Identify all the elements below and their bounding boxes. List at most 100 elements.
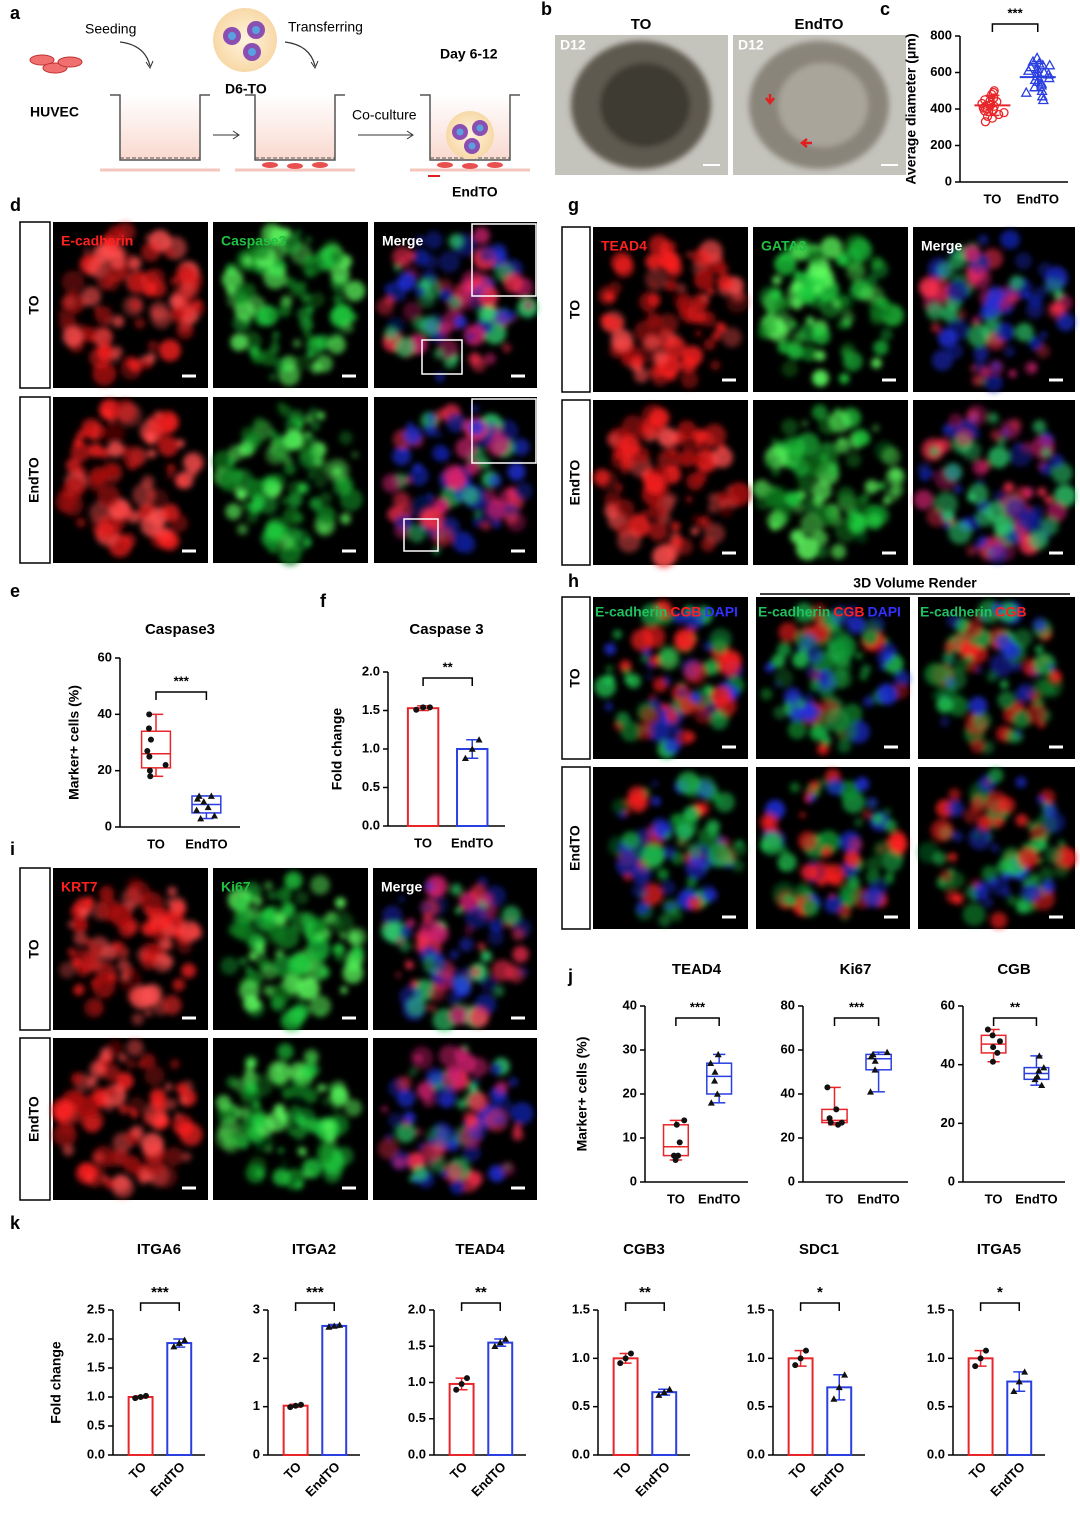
tissue-blob <box>89 466 109 486</box>
tissue-blob <box>612 629 623 639</box>
tissue-blob <box>967 662 979 673</box>
data-point <box>666 1385 674 1393</box>
data-point <box>336 1321 344 1328</box>
panel-label: c <box>880 0 890 19</box>
tissue-blob <box>305 976 315 986</box>
tissue-blob <box>316 1146 334 1163</box>
tissue-blob <box>52 1122 77 1147</box>
y-tick-label: 40 <box>98 706 112 721</box>
tissue-blob <box>643 335 660 351</box>
bar <box>127 1396 154 1456</box>
y-tick-label: 1.5 <box>572 1301 590 1316</box>
tissue-blob <box>396 502 412 519</box>
tissue-blob <box>464 905 489 929</box>
tissue-blob <box>253 1101 261 1109</box>
tissue-blob <box>704 523 725 544</box>
tissue-blob <box>158 435 179 457</box>
tissue-blob <box>438 322 452 336</box>
tissue <box>918 229 1075 393</box>
chart-title: Caspase 3 <box>409 621 483 638</box>
tissue-blob <box>648 501 667 521</box>
tissue-blob <box>992 816 1005 828</box>
tissue-blob <box>89 943 103 958</box>
significance-bracket <box>992 1017 1038 1026</box>
micrograph <box>752 400 908 565</box>
tissue-blob <box>297 977 320 1000</box>
tissue-blob <box>939 869 952 882</box>
tissue-blob <box>647 719 671 743</box>
tissue-blob <box>965 886 977 898</box>
tissue-blob <box>799 322 820 343</box>
data-point <box>835 1383 843 1391</box>
x-tick-label: TO <box>786 1459 809 1482</box>
tissue-blob <box>603 674 615 686</box>
y-tick-label: 0.0 <box>362 817 380 832</box>
channel-label: Merge <box>921 238 962 254</box>
tissue-blob <box>290 282 305 297</box>
tissue-blob <box>392 246 414 268</box>
tissue-blob <box>996 860 1011 875</box>
tissue-blob <box>785 491 801 508</box>
tissue-blob <box>382 473 402 493</box>
tissue-blob <box>789 782 801 793</box>
tissue-blob <box>787 720 807 740</box>
tissue-blob <box>299 317 313 331</box>
tissue-blob <box>290 911 313 933</box>
tissue-blob <box>699 268 707 276</box>
tissue-blob <box>83 937 93 947</box>
significance: ** <box>1010 999 1021 1014</box>
tissue-blob <box>682 345 703 367</box>
tissue-blob <box>412 1165 428 1181</box>
tissue-blob <box>1027 873 1041 887</box>
tissue-blob <box>454 1046 469 1062</box>
y-tick-label: 2.0 <box>87 1330 105 1345</box>
tissue-blob <box>664 903 672 911</box>
tissue-blob <box>294 1107 316 1129</box>
channel-label: CGB <box>670 604 701 620</box>
tissue-blob <box>232 288 250 305</box>
tissue-blob <box>335 897 346 909</box>
micrograph <box>213 1038 368 1200</box>
tissue-blob <box>419 315 440 337</box>
tissue-blob <box>854 817 863 827</box>
tissue-blob <box>997 691 1016 710</box>
micrograph <box>213 868 368 1032</box>
tissue-blob <box>283 463 296 476</box>
tissue-blob <box>111 1175 135 1199</box>
tissue-blob <box>218 468 242 492</box>
tissue-blob <box>608 281 622 295</box>
tissue-blob <box>785 334 804 352</box>
y-tick-label: 3 <box>253 1301 260 1316</box>
tissue-blob <box>414 1054 423 1063</box>
tissue-blob <box>1015 730 1022 738</box>
bar <box>406 707 440 827</box>
tissue-blob <box>452 531 474 553</box>
tissue-blob <box>813 603 827 617</box>
tissue-blob <box>673 611 686 624</box>
tissue-blob <box>125 965 135 976</box>
tissue-blob <box>811 721 830 739</box>
tissue-blob <box>947 871 965 889</box>
tissue-blob <box>435 372 445 383</box>
tissue-blob <box>327 335 346 355</box>
tissue <box>382 403 533 555</box>
data-point <box>413 706 420 713</box>
tissue-blob <box>845 516 855 525</box>
tissue-blob <box>446 412 466 433</box>
y-tick-label: 400 <box>930 100 952 115</box>
tissue-blob <box>1039 866 1054 882</box>
channel-label: DAPI <box>867 604 900 620</box>
tissue-blob <box>314 457 323 467</box>
tissue-blob <box>848 605 858 615</box>
x-tick-label: TO <box>611 1459 634 1482</box>
micrograph <box>756 767 910 929</box>
tissue-blob <box>781 360 799 378</box>
tissue-blob <box>657 427 678 448</box>
tissue-blob <box>651 796 661 806</box>
data-point <box>714 1050 722 1058</box>
row-label: EndTO <box>26 457 42 503</box>
tissue-blob <box>425 492 435 502</box>
tissue-blob <box>828 410 851 433</box>
tissue-blob <box>132 483 156 507</box>
data-point <box>1021 1368 1029 1375</box>
